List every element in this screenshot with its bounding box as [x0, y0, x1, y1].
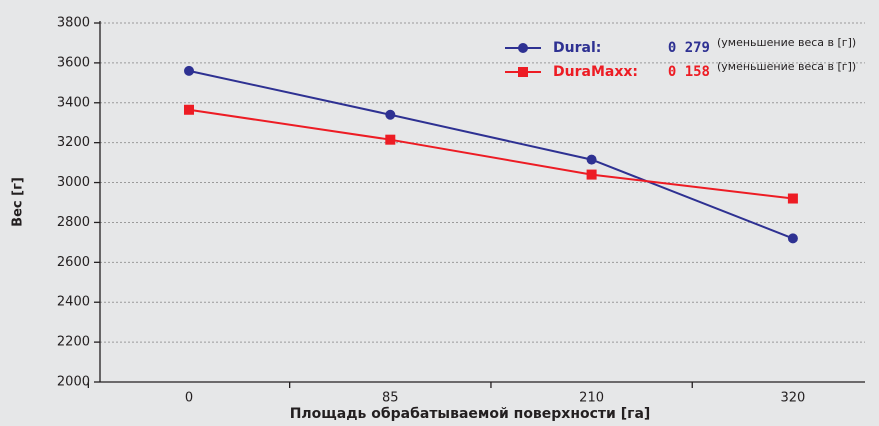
x-tick-label: 85 [382, 391, 399, 406]
y-tick-label: 3200 [57, 135, 90, 150]
x-tick-label: 320 [780, 391, 805, 406]
y-tick-label: 3400 [57, 95, 90, 110]
point [184, 65, 194, 76]
point [184, 104, 194, 115]
legend-value: 0 158 [668, 64, 710, 80]
legend-label: DuraMaxx: [553, 64, 638, 80]
y-tick-label: 2600 [57, 255, 90, 270]
y-tick-label: 2800 [57, 215, 90, 230]
legend-value: 0 279 [668, 40, 710, 56]
x-axis-label: Площадь обрабатываемой поверхности [га] [290, 406, 651, 422]
y-axis-label: Вес [г] [11, 177, 26, 227]
x-tick-label: 210 [579, 391, 604, 406]
legend-note: (уменьшение веса в [г]) [717, 60, 856, 73]
point [586, 169, 597, 180]
legend-label: Dural: [553, 40, 601, 56]
legend-note: (уменьшение веса в [г]) [717, 36, 856, 49]
series-line [188, 69, 794, 240]
point [586, 154, 597, 165]
point [787, 233, 798, 244]
y-tick-label: 2200 [57, 335, 90, 350]
point [385, 134, 396, 145]
y-tick-label: 3000 [57, 175, 90, 190]
point [787, 193, 798, 204]
point [385, 109, 396, 120]
legend-marker [518, 67, 528, 77]
y-tick-label: 3600 [57, 55, 90, 70]
x-tick-label: 0 [185, 391, 193, 406]
y-tick-label: 2400 [57, 295, 90, 310]
legend-marker [518, 43, 528, 53]
y-tick-label: 2000 [57, 375, 90, 390]
y-tick-label: 3800 [57, 16, 90, 31]
series-line [188, 108, 794, 200]
